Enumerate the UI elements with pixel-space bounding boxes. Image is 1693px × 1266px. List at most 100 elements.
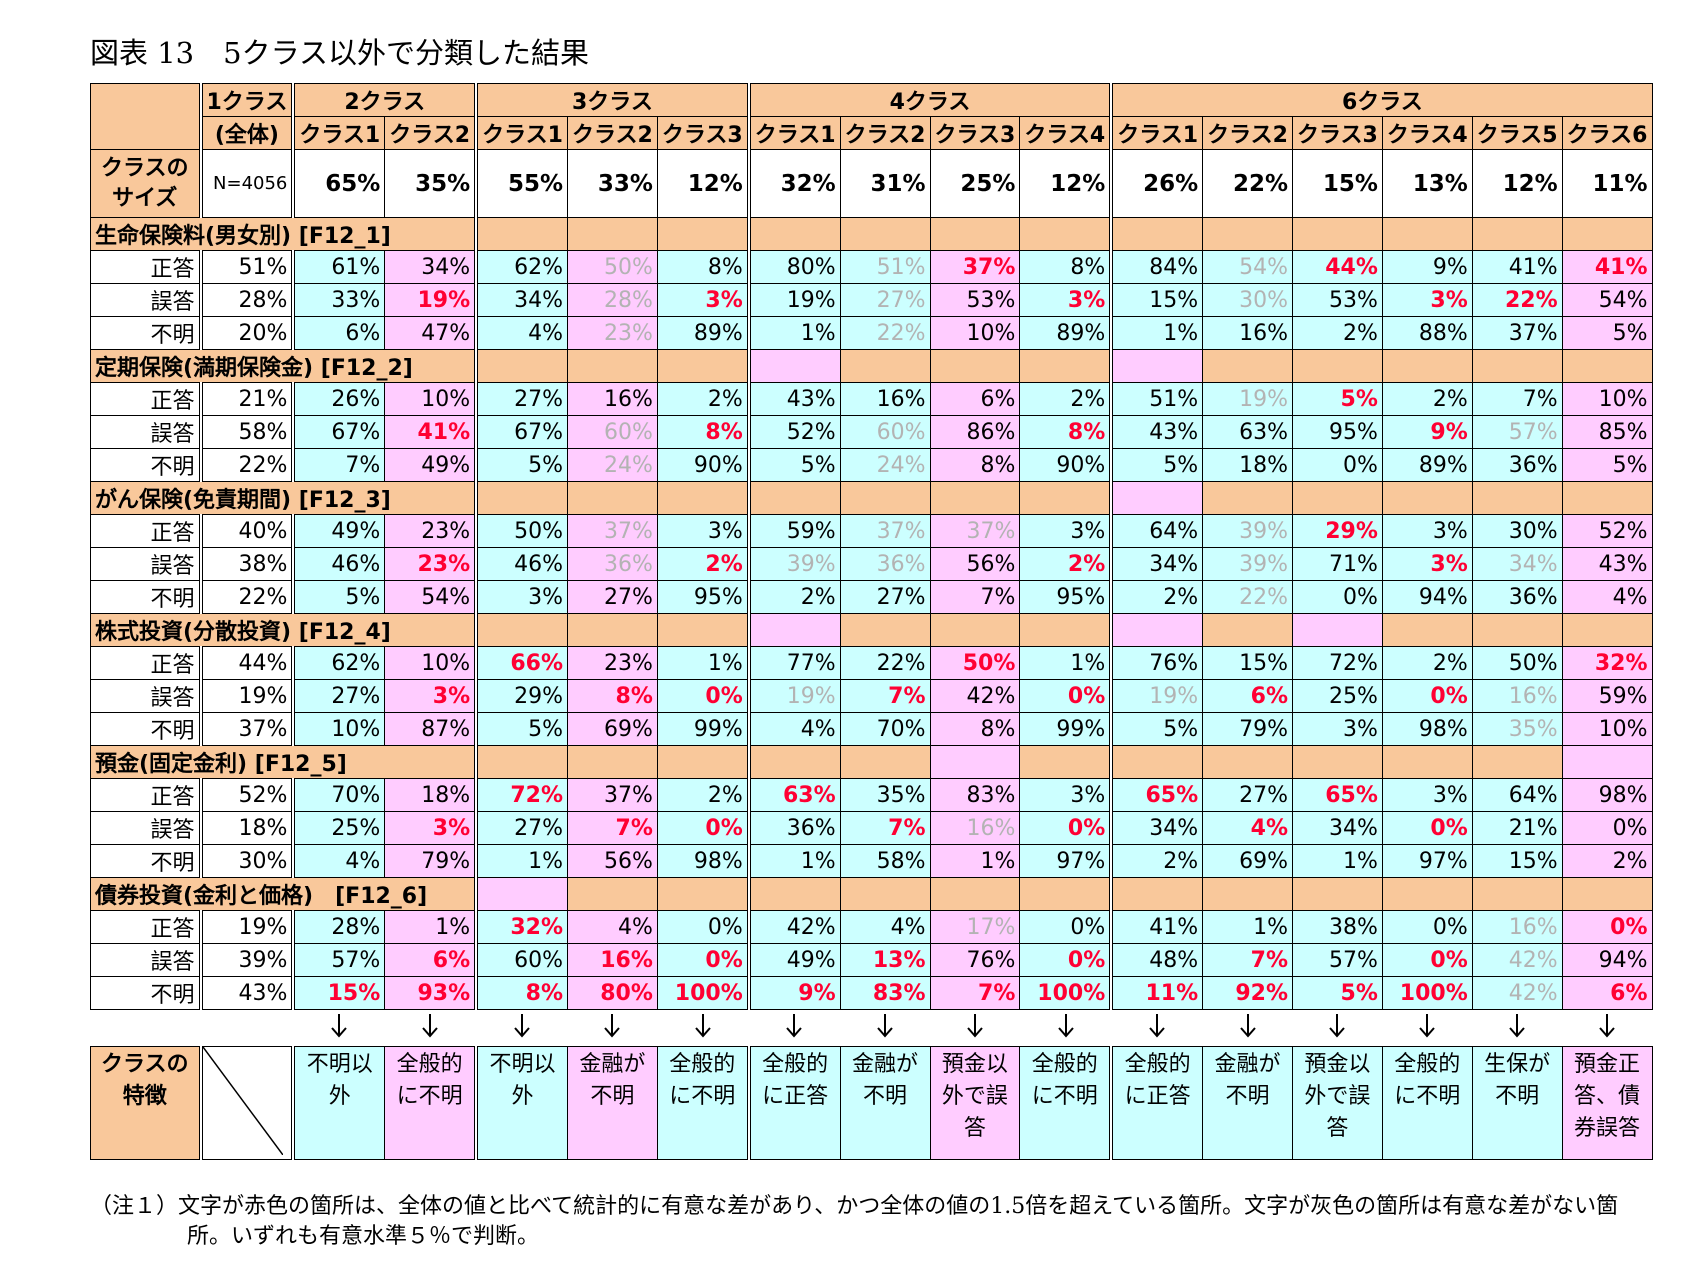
value-cell: 0%: [1381, 679, 1473, 713]
value-cell: 10%: [384, 646, 477, 680]
class-header: クラス3: [1292, 116, 1383, 150]
arrow-cell: [930, 1010, 1020, 1047]
value-cell: 95%: [1292, 415, 1383, 449]
value-cell: 4%: [474, 316, 569, 350]
value-cell: 56%: [929, 547, 1021, 581]
section-fill: [1471, 481, 1563, 515]
value-cell: 6%: [1561, 976, 1653, 1010]
value-cell: 1%: [1109, 316, 1204, 350]
section-fill: [1019, 877, 1112, 911]
section-fill: [1381, 613, 1473, 647]
feature-cell: 全般的に不明: [1381, 1046, 1473, 1160]
title: 図表 13 5クラス以外で分類した結果: [90, 36, 589, 70]
value-cell: 76%: [1109, 646, 1204, 680]
value-cell: 16%: [929, 811, 1021, 845]
value-cell: 7%: [929, 976, 1021, 1010]
class-header: クラス2: [1202, 116, 1293, 150]
value-cell: 94%: [1381, 580, 1473, 614]
features-diagonal: [198, 1046, 294, 1160]
value-cell: 3%: [1381, 283, 1473, 317]
value-cell: 2%: [746, 580, 841, 614]
arrow-blank: [201, 1010, 294, 1047]
value-cell: 29%: [1292, 514, 1383, 548]
value-cell: 67%: [474, 415, 569, 449]
section-fill: [567, 349, 658, 383]
section-fill: [1471, 877, 1563, 911]
feature-cell: 金融が不明: [567, 1046, 658, 1160]
size-label-line: サイズ: [112, 185, 178, 211]
feature-text: 全般的に不明: [1031, 1052, 1098, 1109]
arrow-cell: [1293, 1010, 1383, 1047]
section-fill: [1381, 877, 1473, 911]
feature-cell: 全般的に正答: [746, 1046, 841, 1160]
value-cell: 22%: [839, 316, 931, 350]
value-cell: 36%: [839, 547, 931, 581]
size-value: 32%: [746, 149, 841, 218]
value-cell: 60%: [839, 415, 931, 449]
value-cell: 70%: [291, 778, 386, 812]
value-cell: 36%: [567, 547, 658, 581]
value-cell: 30%: [1471, 514, 1563, 548]
value-cell: 6%: [384, 943, 477, 977]
group-header: 6クラス: [1109, 83, 1653, 117]
value-cell: 37%: [929, 250, 1021, 284]
section-fill: [746, 613, 841, 647]
value-cell: 100%: [1019, 976, 1112, 1010]
row-label: 正答: [90, 646, 201, 680]
arrow-cell: [749, 1010, 840, 1047]
value-cell: 61%: [291, 250, 386, 284]
value-cell: 32%: [1561, 646, 1653, 680]
row-label: 不明: [90, 448, 201, 482]
data-row: 誤答 58% 67% 41% 67% 60% 8% 52% 60% 86% 8% 43% 63% 95% 9…: [90, 415, 1653, 449]
row-label: 誤答: [90, 811, 201, 845]
section-fill: [1292, 613, 1383, 647]
value-cell: 27%: [567, 580, 658, 614]
arrow-row: [91, 1010, 1653, 1047]
value-cell: 8%: [474, 976, 569, 1010]
value-cell: 0%: [1561, 910, 1653, 944]
feature-cell: 不明以外: [291, 1046, 386, 1160]
features-label-line: 特徴: [122, 1084, 167, 1109]
value-cell: 0%: [656, 910, 750, 944]
section-title: がん保険(免責期間) [F12_3]: [90, 481, 477, 515]
value-cell: 0%: [1292, 448, 1383, 482]
value-cell: 41%: [1471, 250, 1563, 284]
size-value: 65%: [291, 149, 386, 218]
value-cell: 65%: [1109, 778, 1204, 812]
feature-text: 全般的に正答: [762, 1052, 829, 1109]
value-cell: 44%: [1292, 250, 1383, 284]
section-fill: [1381, 745, 1473, 779]
value-cell: 59%: [746, 514, 841, 548]
arrow: [786, 1014, 803, 1038]
group-header: 1クラス: [198, 83, 294, 117]
data-row: 正答 40% 49% 23% 50% 37% 3% 59% 37% 37% 3% 64% 39% 29% 3…: [90, 514, 1653, 548]
data-row: 正答 44% 62% 10% 66% 23% 1% 77% 22% 50% 1% 76% 15% 72% 2…: [90, 646, 1653, 680]
section-fill: [1109, 613, 1204, 647]
value-cell: 86%: [929, 415, 1021, 449]
data-row: 誤答 19% 27% 3% 29% 8% 0% 19% 7% 42% 0% 19% 6% 25% 0% 16%…: [90, 679, 1653, 713]
value-cell: 88%: [1381, 316, 1473, 350]
data-row: 不明 43% 15% 93% 8% 80% 100% 9% 83% 7% 100% 11% 92% 5% 1…: [90, 976, 1653, 1010]
value-cell: 27%: [1202, 778, 1293, 812]
value-cell: 43%: [1561, 547, 1653, 581]
overall-value: 43%: [198, 976, 294, 1010]
value-cell: 0%: [656, 679, 750, 713]
value-cell: 46%: [474, 547, 569, 581]
value-cell: 89%: [656, 316, 750, 350]
section-fill: [1561, 217, 1653, 251]
value-cell: 72%: [1292, 646, 1383, 680]
section-fill: [839, 349, 931, 383]
section-fill: [1561, 877, 1653, 911]
section-fill: [1381, 217, 1473, 251]
value-cell: 94%: [1561, 943, 1653, 977]
overall-value: 19%: [198, 679, 294, 713]
value-cell: 52%: [1561, 514, 1653, 548]
row-label: 誤答: [90, 415, 201, 449]
value-cell: 10%: [1561, 712, 1653, 746]
value-cell: 30%: [1202, 283, 1293, 317]
overall-value: 58%: [198, 415, 294, 449]
value-cell: 51%: [839, 250, 931, 284]
section-fill: [929, 481, 1021, 515]
value-cell: 70%: [839, 712, 931, 746]
value-cell: 1%: [1019, 646, 1112, 680]
